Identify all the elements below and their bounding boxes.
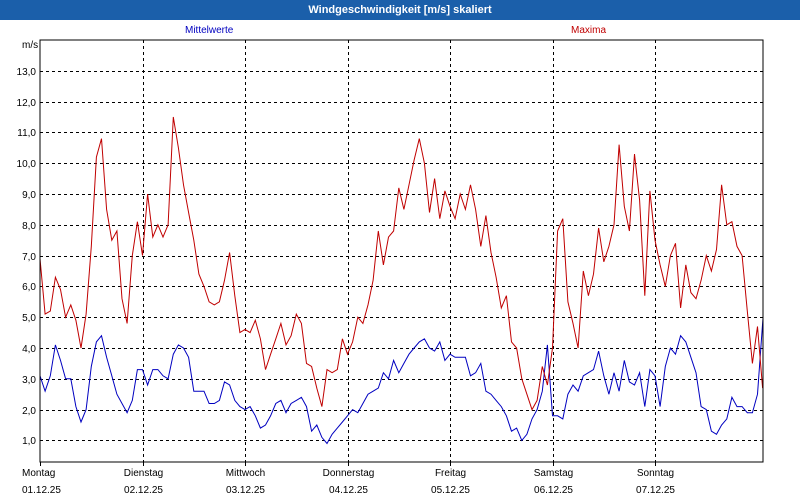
chart-title: Windgeschwindigkeit [m/s] skaliert [0, 0, 800, 20]
series-lines [40, 116, 763, 445]
y-tick-label: 5,0 [22, 313, 36, 324]
x-tick-date: 05.12.25 [431, 485, 470, 496]
x-tick-day: Donnerstag [323, 468, 375, 479]
x-tick-day: Dienstag [124, 468, 163, 479]
legend-maxima: Maxima [571, 25, 607, 36]
y-tick-label: 8,0 [22, 221, 36, 232]
grid [40, 40, 763, 462]
y-tick-label: 10,0 [17, 159, 37, 170]
x-tick-date: 01.12.25 [22, 485, 61, 496]
legend-mittelwerte: Mittelwerte [185, 25, 234, 36]
y-axis-ticks: 1,0 2,0 3,0 4,0 5,0 6,0 7,0 8,0 9,0 10,0 11,0 12,0 1… [17, 67, 37, 447]
y-tick-label: 1,0 [22, 436, 36, 447]
y-tick-label: 9,0 [22, 190, 36, 201]
x-tick-day: Sonntag [637, 468, 674, 479]
series-line-maxima [40, 116, 763, 411]
y-tick-label: 3,0 [22, 375, 36, 386]
y-tick-label: 4,0 [22, 344, 36, 355]
x-tick-day: Mittwoch [226, 468, 265, 479]
y-tick-label: 11,0 [17, 128, 36, 139]
x-axis-ticks: Montag 01.12.25 Dienstag 02.12.25 Mittwoch 03… [22, 462, 675, 496]
y-tick-label: 12,0 [17, 98, 37, 109]
y-tick-label: 2,0 [22, 406, 36, 417]
x-tick-date: 04.12.25 [329, 485, 368, 496]
series-line-mittelwerte [40, 311, 763, 445]
y-tick-label: 7,0 [22, 252, 36, 263]
x-tick-date: 02.12.25 [124, 485, 163, 496]
y-tick-label: 13,0 [17, 67, 37, 78]
x-tick-date: 06.12.25 [534, 485, 573, 496]
y-tick-label: 6,0 [22, 282, 36, 293]
y-axis-unit: m/s [22, 40, 39, 51]
x-tick-date: 07.12.25 [636, 485, 675, 496]
x-tick-date: 03.12.25 [226, 485, 265, 496]
plot-frame [39, 39, 764, 463]
x-tick-day: Samstag [534, 468, 573, 479]
x-tick-day: Freitag [435, 468, 466, 479]
x-tick-day: Montag [22, 468, 55, 479]
